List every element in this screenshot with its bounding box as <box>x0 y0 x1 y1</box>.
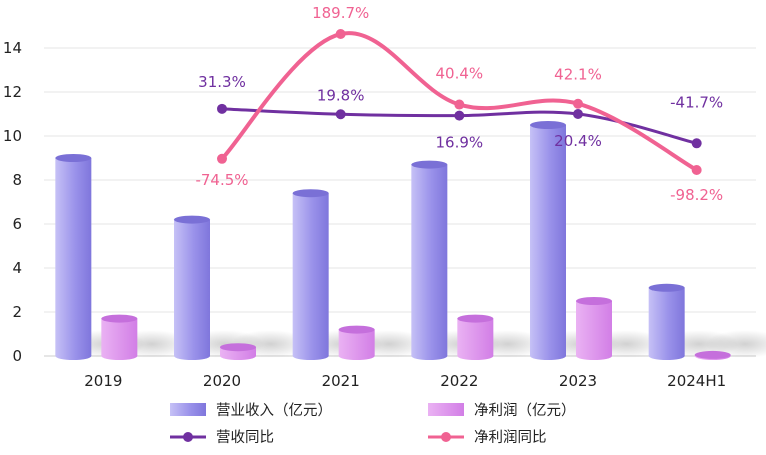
net-profit-yoy-point <box>335 29 346 39</box>
y-tick-label: 12 <box>3 83 22 101</box>
x-tick-label: 2023 <box>559 372 597 390</box>
revenue-yoy-point <box>454 110 465 121</box>
legend-label: 营收同比 <box>216 429 274 446</box>
net-profit-bar <box>576 297 667 360</box>
legend-label: 营业收入（亿元） <box>216 402 332 419</box>
y-tick-label: 8 <box>12 171 22 189</box>
x-tick-label: 2020 <box>203 372 241 390</box>
revenue-yoy-point <box>335 109 346 120</box>
net-profit-yoy-label: 42.1% <box>554 66 602 84</box>
x-tick-label: 2022 <box>440 372 478 390</box>
revenue-yoy-label: 16.9% <box>436 134 484 152</box>
net-profit-yoy-line <box>220 31 699 172</box>
net-profit-yoy-point <box>217 153 227 164</box>
x-axis: 2019 2020 2021 2022 2023 2024H1 <box>84 372 726 390</box>
revenue-yoy-label: 20.4% <box>554 132 602 150</box>
net-profit-yoy-label: -74.5% <box>195 171 248 189</box>
revenue-yoy-point <box>691 138 702 149</box>
revenue-yoy-label: -41.7% <box>670 93 723 111</box>
y-tick-label: 4 <box>12 259 22 277</box>
net-profit-yoy-point <box>573 98 583 109</box>
net-profit-yoy-label: 40.4% <box>436 65 484 83</box>
revenue-yoy-label: 31.3% <box>198 73 246 91</box>
net-profit-yoy-label: -98.2% <box>670 186 723 204</box>
y-tick-label: 10 <box>3 127 22 145</box>
lines <box>217 29 702 175</box>
legend-item: 营收同比 <box>170 429 274 446</box>
net-profit-bar <box>220 330 310 360</box>
revenue-yoy-label: 19.8% <box>317 86 365 104</box>
y-tick-label: 0 <box>12 347 22 365</box>
net-profit-yoy-point <box>454 99 465 110</box>
net-profit-bar <box>101 314 192 360</box>
legend-swatch <box>170 403 206 416</box>
net-profit-bar <box>694 330 766 360</box>
net-profit-yoy-label: 189.7% <box>312 4 369 22</box>
legend-item: 营业收入（亿元） <box>170 402 332 419</box>
x-tick-label: 2024H1 <box>667 372 726 390</box>
legend-label: 净利润（亿元） <box>474 402 576 419</box>
legend-item: 净利润（亿元） <box>428 402 576 419</box>
x-tick-label: 2021 <box>322 372 360 390</box>
bars <box>55 121 766 360</box>
legend-swatch <box>428 403 464 416</box>
net-profit-bar <box>457 314 548 360</box>
grid <box>44 47 756 313</box>
y-tick-label: 2 <box>12 303 22 321</box>
y-tick-label: 6 <box>12 215 22 233</box>
revenue-yoy-point <box>217 103 227 114</box>
legend-item: 净利润同比 <box>428 429 547 446</box>
data-labels: 31.3% 19.8% 16.9% 20.4% -41.7% -74.5% 189.7% 40… <box>195 4 723 204</box>
x-tick-label: 2019 <box>84 372 122 390</box>
legend: 营业收入（亿元） 净利润（亿元） 营收同比 净利润同比 <box>170 402 576 446</box>
net-profit-yoy-point <box>691 165 702 175</box>
net-profit-bar <box>338 325 429 360</box>
legend-label: 净利润同比 <box>474 429 547 446</box>
revenue-yoy-point <box>573 108 583 119</box>
y-tick-label: 14 <box>3 39 22 57</box>
